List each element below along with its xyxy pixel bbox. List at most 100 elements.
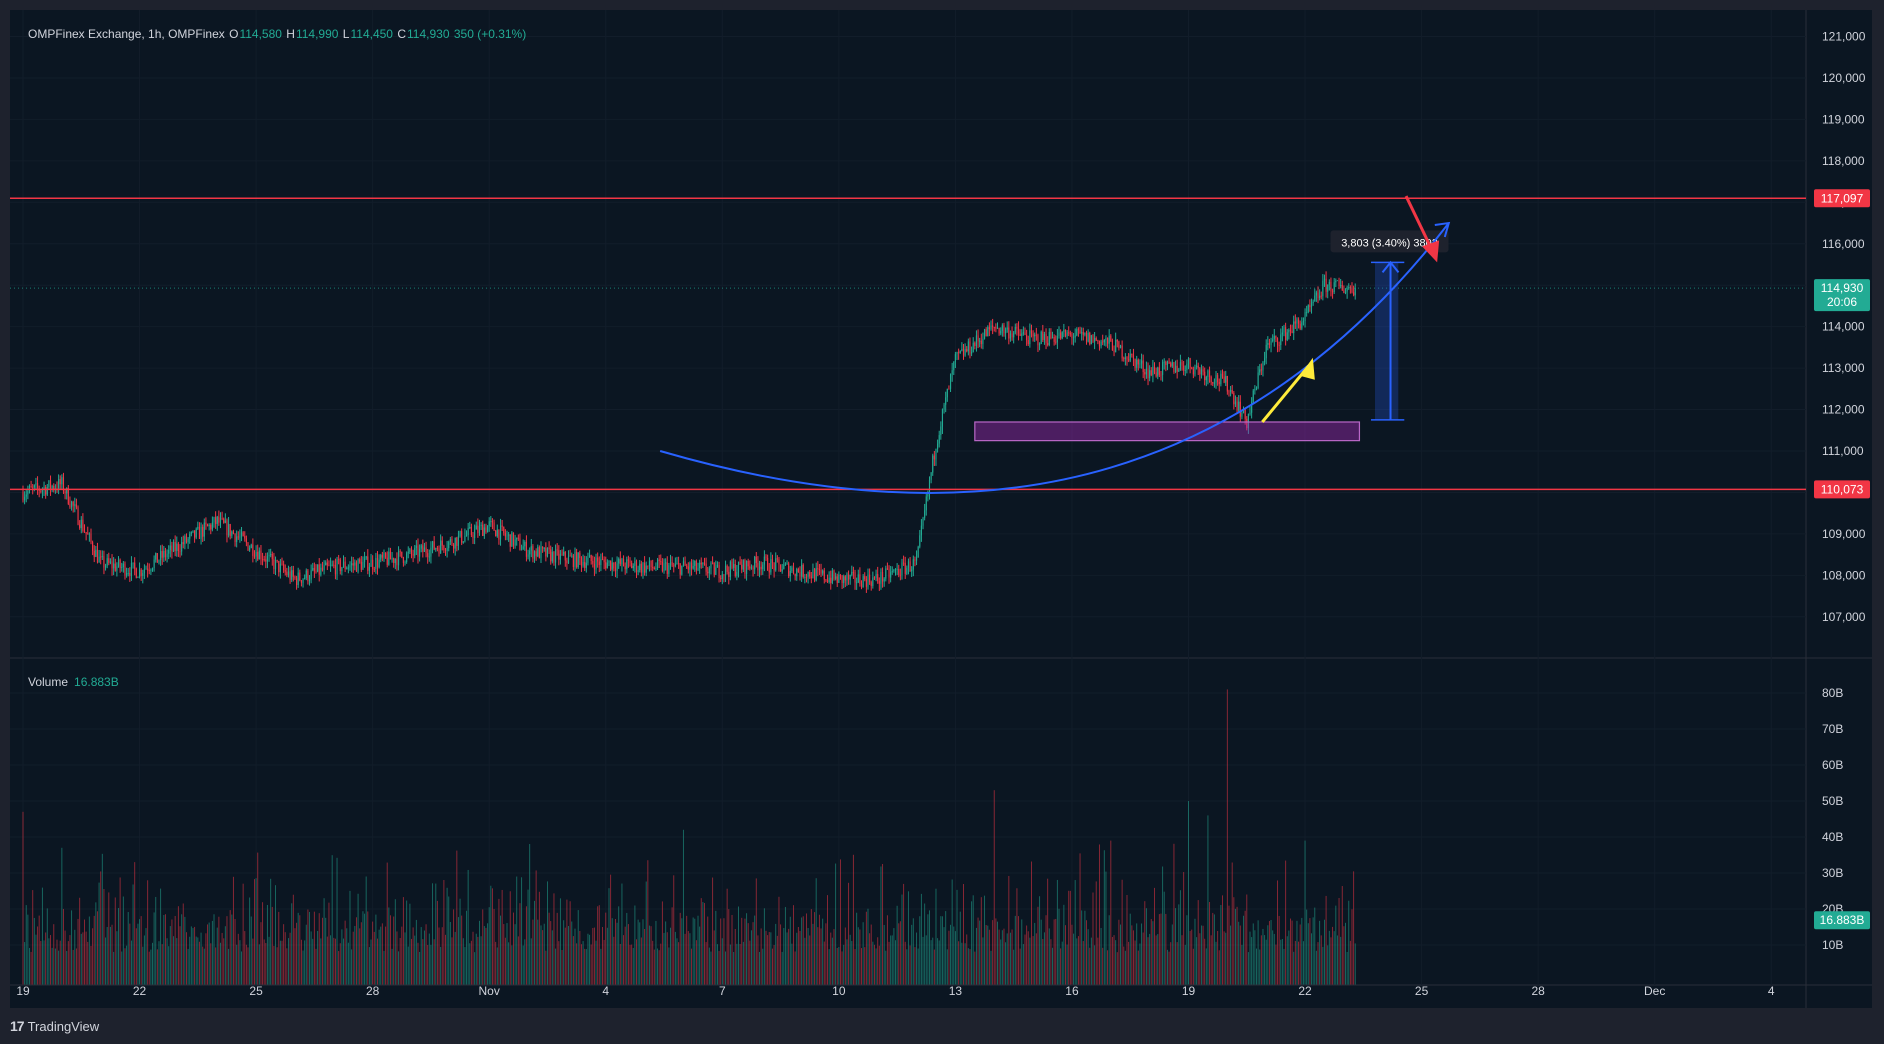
candle-body xyxy=(164,550,167,558)
volume-bar xyxy=(1275,944,1277,985)
volume-bar xyxy=(700,898,702,985)
volume-bar xyxy=(634,905,636,985)
volume-pane[interactable] xyxy=(22,689,1356,985)
candle-body xyxy=(338,559,340,561)
volume-bar xyxy=(1311,933,1313,985)
symbol-title[interactable]: OMPFinex Exchange, 1h, OMPFinex xyxy=(28,27,225,41)
volume-bar xyxy=(341,929,343,985)
candle-body xyxy=(1265,344,1267,359)
candle-body xyxy=(712,562,714,564)
candle-body xyxy=(344,561,346,569)
candle-body xyxy=(927,492,929,497)
candle-body xyxy=(351,563,353,566)
volume-bar xyxy=(208,922,210,985)
candle-body xyxy=(673,565,675,567)
candle-body xyxy=(347,567,349,569)
candle-body xyxy=(1236,401,1238,411)
volume-bar xyxy=(710,951,712,985)
volume-bar xyxy=(1014,915,1016,985)
candle-body xyxy=(1022,332,1024,334)
volume-bar xyxy=(535,870,537,985)
chart-canvas[interactable]: 3,803 (3.40%) 3803 121,000120,000119,000… xyxy=(10,10,1872,1008)
volume-bar xyxy=(715,910,717,985)
volume-bar xyxy=(1330,937,1332,985)
volume-bar xyxy=(1212,912,1214,985)
volume-bar xyxy=(1166,949,1168,985)
volume-bar xyxy=(1123,946,1125,985)
volume-bar xyxy=(164,914,166,985)
volume-bar xyxy=(1039,896,1041,985)
candle-body xyxy=(308,579,311,582)
volume-bar xyxy=(623,935,625,985)
volume-bar xyxy=(835,863,837,985)
candle-body xyxy=(168,549,170,554)
candle-body xyxy=(943,404,945,410)
volume-bar xyxy=(870,924,872,985)
candle-body xyxy=(1196,365,1198,367)
volume-bar xyxy=(576,943,578,985)
candle-body xyxy=(1225,376,1227,383)
candle-body xyxy=(1111,340,1113,351)
candle-body xyxy=(699,562,701,569)
candle-body xyxy=(279,563,281,573)
time-tick-label: 25 xyxy=(1415,984,1429,998)
volume-bar xyxy=(1158,914,1160,985)
candle-body xyxy=(566,560,568,564)
candle-body xyxy=(652,567,654,568)
volume-bar xyxy=(1238,921,1240,985)
tradingview-logo-icon[interactable]: 17 xyxy=(10,1018,25,1034)
volume-bar xyxy=(1056,879,1058,985)
volume-bar xyxy=(320,938,322,985)
candle-body xyxy=(644,562,646,573)
volume-bar xyxy=(820,928,822,985)
volume-bar xyxy=(1079,853,1081,985)
chart-frame[interactable]: 3,803 (3.40%) 3803 121,000 120,000 119,000… xyxy=(10,10,1872,1008)
candle-body xyxy=(639,563,641,571)
footer-brand[interactable]: TradingView xyxy=(27,1018,100,1034)
candle-body xyxy=(854,572,856,583)
volume-bar xyxy=(1213,914,1215,985)
candle-body xyxy=(941,409,944,427)
volume-bar xyxy=(417,942,419,985)
measure-tooltip[interactable] xyxy=(1330,230,1449,253)
candle-body xyxy=(77,507,79,525)
candle-body xyxy=(870,582,872,586)
candle-body xyxy=(760,566,762,570)
candle-body xyxy=(221,518,223,519)
volume-bar xyxy=(1251,937,1253,985)
volume-bar xyxy=(1343,926,1345,985)
volume-bar xyxy=(406,900,408,985)
drawings-layer[interactable]: 3,803 (3.40%) 3803 xyxy=(10,195,1806,494)
support-zone-rectangle[interactable] xyxy=(974,421,1361,442)
volume-bar xyxy=(177,906,179,985)
candle-body xyxy=(352,563,354,566)
volume-bar xyxy=(88,916,90,985)
candle-body xyxy=(736,571,738,576)
curved-arc-arrow[interactable] xyxy=(659,222,1450,494)
volume-bar xyxy=(1047,878,1049,985)
volume-bar xyxy=(467,869,469,985)
candle-body xyxy=(46,487,48,495)
price-tick-label: 113,000 xyxy=(1822,361,1865,375)
candle-body xyxy=(1040,331,1042,344)
volume-bar xyxy=(226,916,228,985)
candle-body xyxy=(273,559,275,570)
volume-label[interactable]: Volume xyxy=(28,675,69,689)
candle-body xyxy=(710,562,712,569)
candle-body xyxy=(1048,332,1050,346)
candle-body xyxy=(82,519,84,531)
candle-body xyxy=(402,557,404,563)
candle-body xyxy=(1317,292,1319,298)
candle-body xyxy=(134,562,136,569)
candle-body xyxy=(292,570,294,577)
candle-body xyxy=(511,532,513,547)
volume-bar xyxy=(828,949,830,985)
volume-bar xyxy=(1032,936,1034,985)
volume-bar xyxy=(780,924,782,985)
price-pane[interactable] xyxy=(22,271,1356,593)
volume-bar xyxy=(856,912,858,985)
candle-body xyxy=(635,561,638,573)
candle-body xyxy=(281,563,283,565)
volume-bar xyxy=(1210,935,1212,985)
volume-bar xyxy=(1029,937,1031,985)
